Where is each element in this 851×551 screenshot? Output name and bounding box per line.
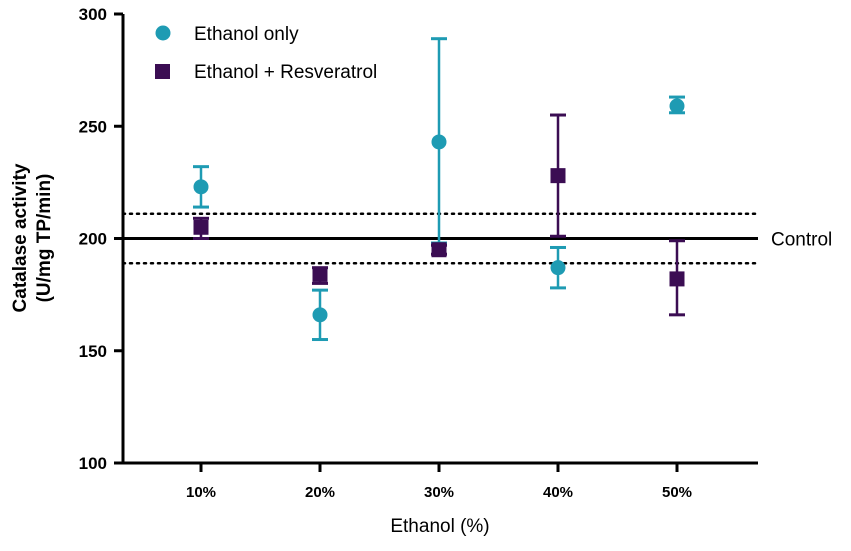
y-axis-title-line-1: Catalase activity <box>10 163 31 312</box>
y-tick-label: 150 <box>79 342 107 361</box>
data-point <box>431 134 447 150</box>
x-tick-label: 50% <box>662 484 692 501</box>
data-point <box>550 168 566 184</box>
control-label: Control <box>771 230 832 251</box>
x-axis-title: Ethanol (%) <box>390 516 489 537</box>
series-ethanol-resveratrol <box>193 113 685 317</box>
y-tick-label: 200 <box>79 230 107 249</box>
data-point <box>312 307 328 323</box>
data-point <box>669 271 685 287</box>
y-axis-title-line-2: (U/mg TP/min) <box>34 174 55 303</box>
series-layer <box>193 37 685 342</box>
data-point <box>193 219 209 235</box>
legend-label-ethanol-only: Ethanol only <box>194 24 299 45</box>
y-axis-title: Catalase activity (U/mg TP/min) <box>10 163 55 312</box>
legend-label-ethanol-resveratrol: Ethanol + Resveratrol <box>194 62 377 83</box>
y-tick-label: 100 <box>79 454 107 473</box>
data-point <box>193 179 209 195</box>
x-tick-label: 10% <box>186 484 216 501</box>
y-tick-label: 300 <box>79 5 107 24</box>
y-tick-label: 250 <box>79 117 107 136</box>
x-ticks: 10% 20% 30% 40% 50% <box>186 463 692 501</box>
x-tick-label: 40% <box>543 484 573 501</box>
legend: Ethanol only Ethanol + Resveratrol <box>155 24 377 83</box>
data-point <box>669 98 685 114</box>
series-ethanol-only <box>193 37 685 342</box>
data-point <box>312 266 328 282</box>
legend-marker-ethanol-only <box>155 25 171 41</box>
reference-lines: Control <box>121 212 832 265</box>
x-tick-label: 20% <box>305 484 335 501</box>
data-point <box>550 260 566 276</box>
legend-marker-ethanol-resveratrol <box>155 64 170 79</box>
data-point <box>431 242 447 258</box>
x-tick-label: 30% <box>424 484 454 501</box>
y-ticks: 100 150 200 250 300 <box>79 5 123 473</box>
